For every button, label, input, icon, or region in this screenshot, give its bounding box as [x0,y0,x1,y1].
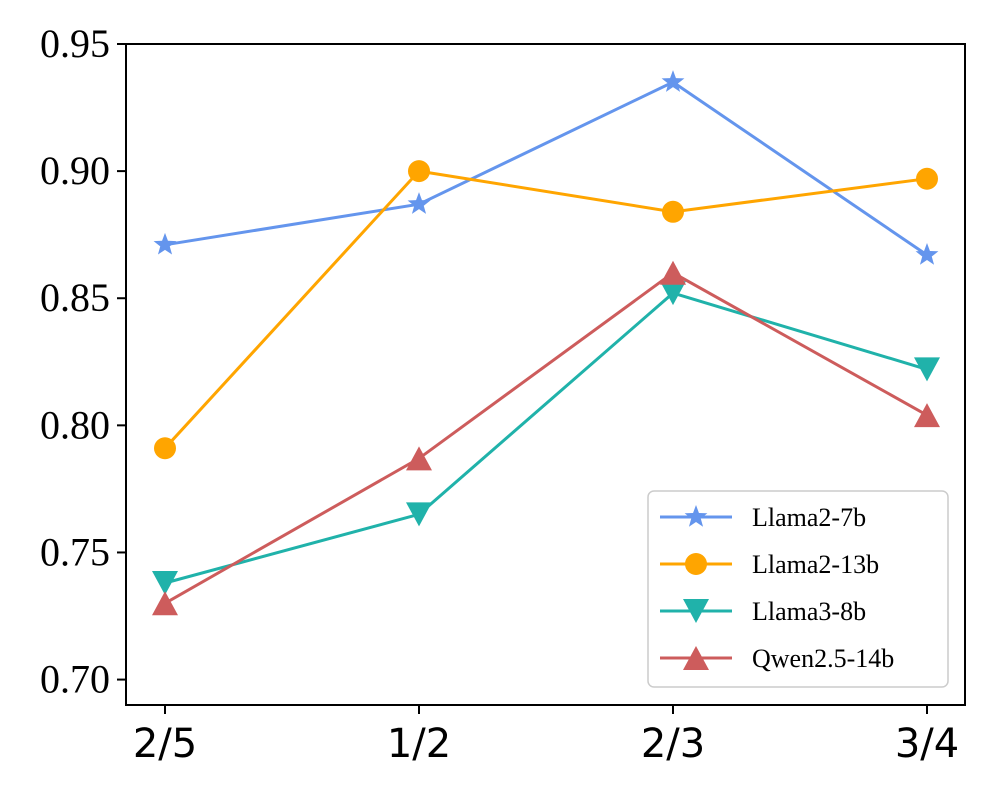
legend-marker [683,599,709,623]
legend-item-llama3-8b: Llama3-8b [660,597,866,626]
series-llama3-8b [152,281,940,595]
data-point-llama3-8b-1 [152,570,178,595]
legend-item-llama2-7b: Llama2-7b [660,503,866,532]
data-point-llama2-7b-3 [661,70,685,92]
legend-label: Llama2-13b [752,550,879,579]
x-axis: 2/5 1/2 2/3 3/4 [133,705,959,767]
data-point-llama2-7b-4 [915,243,939,265]
y-tick-label: 0.90 [40,148,110,193]
legend-marker [684,505,708,527]
legend-item-llama2-13b: Llama2-13b [660,550,879,579]
series-llama2-7b [153,70,939,265]
data-point-llama3-8b-4 [914,357,940,382]
x-tick-label: 2/5 [133,721,197,767]
plot-frame [125,43,966,706]
data-point-llama2-7b-1 [153,232,177,255]
y-tick-label: 0.85 [40,275,110,320]
x-tick-label: 1/2 [387,721,451,767]
legend-box [647,490,949,688]
legend-label: Qwen2.5-14b [752,644,894,673]
data-point-llama2-13b-1 [154,437,176,460]
y-axis: 0.70 0.75 0.80 0.85 0.90 0.95 [40,21,126,702]
legend-label: Llama2-7b [752,503,866,532]
x-tick-label: 2/3 [641,721,705,767]
series-llama2-13b [154,160,938,460]
series-layer [152,70,940,616]
y-tick-label: 0.75 [40,529,110,574]
series-line-qwen2-5-14b [164,271,928,605]
legend-item-qwen2-5-14b: Qwen2.5-14b [660,644,894,673]
series-qwen2-5-14b [152,260,940,616]
legend-label: Llama3-8b [752,597,866,626]
legend: Llama2-7b Llama2-13b Llama3-8b Qwen2.5-14b [647,490,949,688]
data-point-qwen2-5-14b-2 [406,446,432,471]
y-tick-label: 0.70 [40,657,110,702]
legend-marker [685,553,707,575]
data-point-llama2-13b-3 [662,200,684,223]
data-point-llama3-8b-3 [660,281,686,306]
data-point-llama3-8b-2 [406,502,432,527]
series-line-llama2-7b [164,80,928,257]
data-point-qwen2-5-14b-4 [914,403,940,428]
data-point-qwen2-5-14b-3 [660,260,686,285]
y-tick-label: 0.80 [40,402,110,447]
series-line-llama2-13b [163,169,928,450]
data-point-llama2-13b-2 [408,160,430,183]
y-tick-label: 0.95 [40,21,110,66]
data-point-llama2-13b-4 [916,167,938,190]
data-point-llama2-7b-2 [407,192,431,214]
x-tick-label: 3/4 [895,721,959,767]
legend-marker [683,646,709,670]
data-point-qwen2-5-14b-1 [152,591,178,616]
series-line-llama3-8b [164,291,928,585]
